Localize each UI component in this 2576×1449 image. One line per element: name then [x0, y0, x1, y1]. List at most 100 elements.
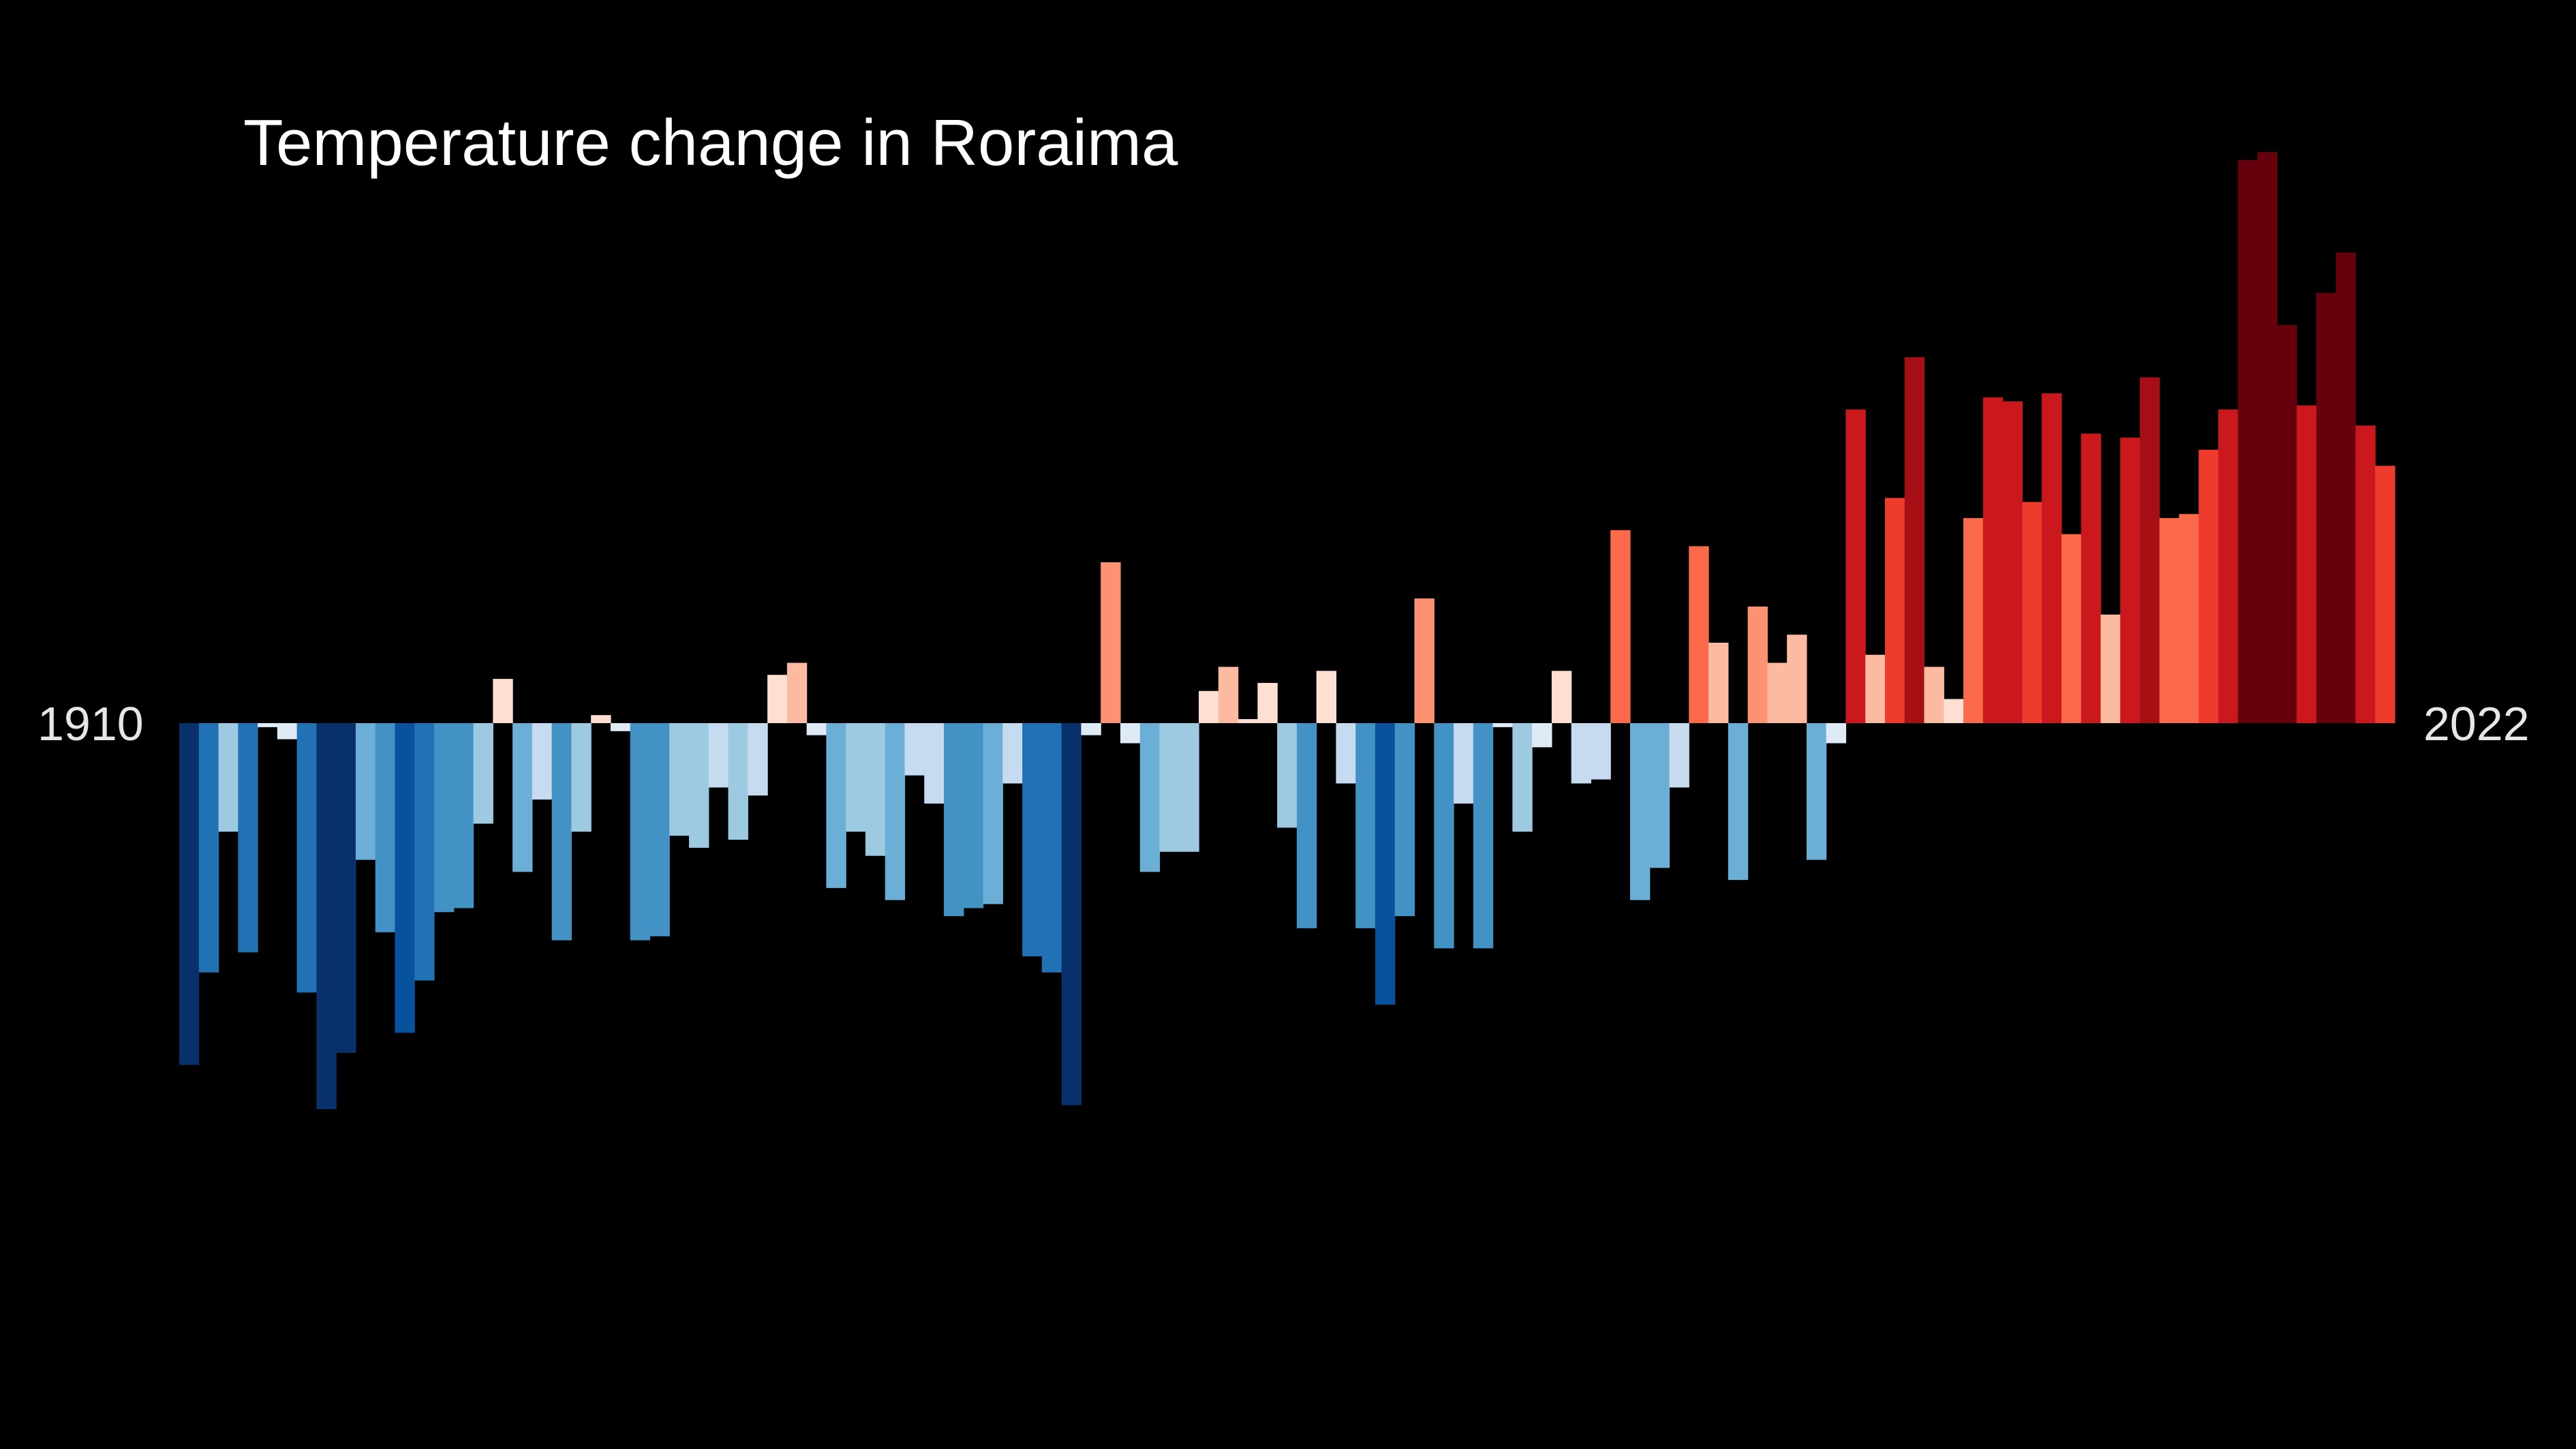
bar-2011 [2159, 518, 2180, 723]
bar-1974 [1434, 723, 1454, 949]
bar-1917 [316, 723, 337, 1110]
bar-1942 [806, 723, 827, 735]
bar-1977 [1492, 723, 1513, 727]
bar-1920 [375, 723, 396, 932]
bar-1965 [1257, 683, 1278, 723]
bar-1954 [1041, 723, 1062, 973]
bar-2008 [2100, 614, 2121, 723]
bar-1950 [963, 723, 984, 909]
bar-1944 [846, 723, 866, 832]
bar-1995 [1845, 409, 1866, 723]
bar-1916 [296, 723, 317, 993]
bar-2010 [2139, 377, 2160, 723]
bar-1931 [591, 715, 611, 723]
bar-1980 [1551, 671, 1572, 723]
bar-1914 [258, 723, 278, 727]
bar-1981 [1571, 723, 1592, 784]
bar-1938 [728, 723, 748, 840]
bar-2009 [2120, 438, 2141, 723]
bar-1933 [630, 723, 651, 941]
bar-1940 [767, 675, 788, 723]
bar-1927 [512, 723, 533, 872]
bar-1979 [1532, 723, 1552, 748]
bar-1971 [1375, 723, 1396, 1005]
bar-1963 [1218, 667, 1239, 723]
bar-1990 [1747, 606, 1768, 723]
bar-2007 [2081, 433, 2102, 723]
bar-1936 [689, 723, 709, 848]
bar-2012 [2179, 514, 2199, 723]
bar-1959 [1139, 723, 1161, 872]
bar-2017 [2277, 324, 2297, 723]
bar-1924 [453, 723, 474, 909]
bar-1946 [885, 723, 906, 900]
bar-1985 [1649, 723, 1670, 868]
bar-1930 [571, 723, 592, 832]
bar-1967 [1296, 723, 1317, 928]
bar-1939 [748, 723, 768, 796]
bar-1926 [493, 679, 513, 723]
bar-1929 [551, 723, 572, 941]
end-year-label: 2022 [2423, 697, 2530, 750]
bar-1918 [336, 723, 356, 1053]
bar-2005 [2042, 393, 2062, 723]
bar-1919 [355, 723, 376, 860]
bar-1991 [1767, 662, 1788, 723]
bar-1962 [1199, 690, 1219, 723]
bar-1937 [708, 723, 729, 788]
bar-1969 [1336, 723, 1356, 784]
bar-1975 [1454, 723, 1474, 804]
bar-2020 [2335, 252, 2357, 723]
bar-1976 [1473, 723, 1494, 949]
bar-1943 [826, 723, 846, 888]
bar-1983 [1610, 530, 1631, 723]
bar-1973 [1414, 598, 1435, 723]
bar-1948 [924, 723, 945, 804]
bar-1951 [983, 723, 1003, 904]
bar-1961 [1179, 723, 1199, 852]
bar-1957 [1101, 562, 1121, 723]
bar-1996 [1865, 654, 1886, 723]
bar-2000 [1944, 699, 1964, 723]
bar-1953 [1022, 723, 1043, 957]
bar-1949 [944, 723, 964, 917]
bar-1984 [1629, 723, 1651, 900]
bar-1941 [786, 662, 808, 723]
bar-1922 [414, 723, 435, 981]
bar-1947 [904, 723, 925, 776]
bar-1986 [1669, 723, 1689, 788]
bar-1952 [1002, 723, 1023, 784]
bar-1915 [277, 723, 298, 739]
bar-2016 [2257, 152, 2278, 723]
bar-2004 [2022, 502, 2042, 723]
bar-1987 [1689, 546, 1709, 723]
bar-2014 [2218, 409, 2239, 723]
bar-1960 [1159, 723, 1180, 852]
bar-1910 [179, 723, 200, 1065]
bar-1992 [1787, 635, 1807, 723]
bar-2022 [2375, 466, 2395, 723]
bar-1997 [1884, 498, 1905, 723]
bar-1988 [1708, 643, 1729, 723]
bar-1956 [1081, 723, 1101, 735]
bar-1928 [532, 723, 553, 800]
bar-1934 [649, 723, 670, 936]
bar-1913 [238, 723, 258, 953]
bar-1999 [1924, 667, 1944, 723]
bar-2006 [2061, 534, 2082, 723]
bar-1989 [1728, 723, 1749, 881]
bar-1972 [1394, 723, 1415, 917]
bar-1932 [610, 723, 631, 731]
bar-1993 [1806, 723, 1827, 860]
bar-2021 [2355, 425, 2376, 723]
bar-1998 [1904, 357, 1925, 723]
bar-1945 [865, 723, 886, 856]
bar-1994 [1826, 723, 1847, 744]
bar-2002 [1982, 397, 2004, 723]
bar-1925 [473, 723, 493, 824]
bar-2003 [2002, 401, 2023, 723]
bar-1978 [1512, 723, 1533, 832]
start-year-label: 1910 [37, 697, 144, 750]
bar-1911 [198, 723, 219, 973]
